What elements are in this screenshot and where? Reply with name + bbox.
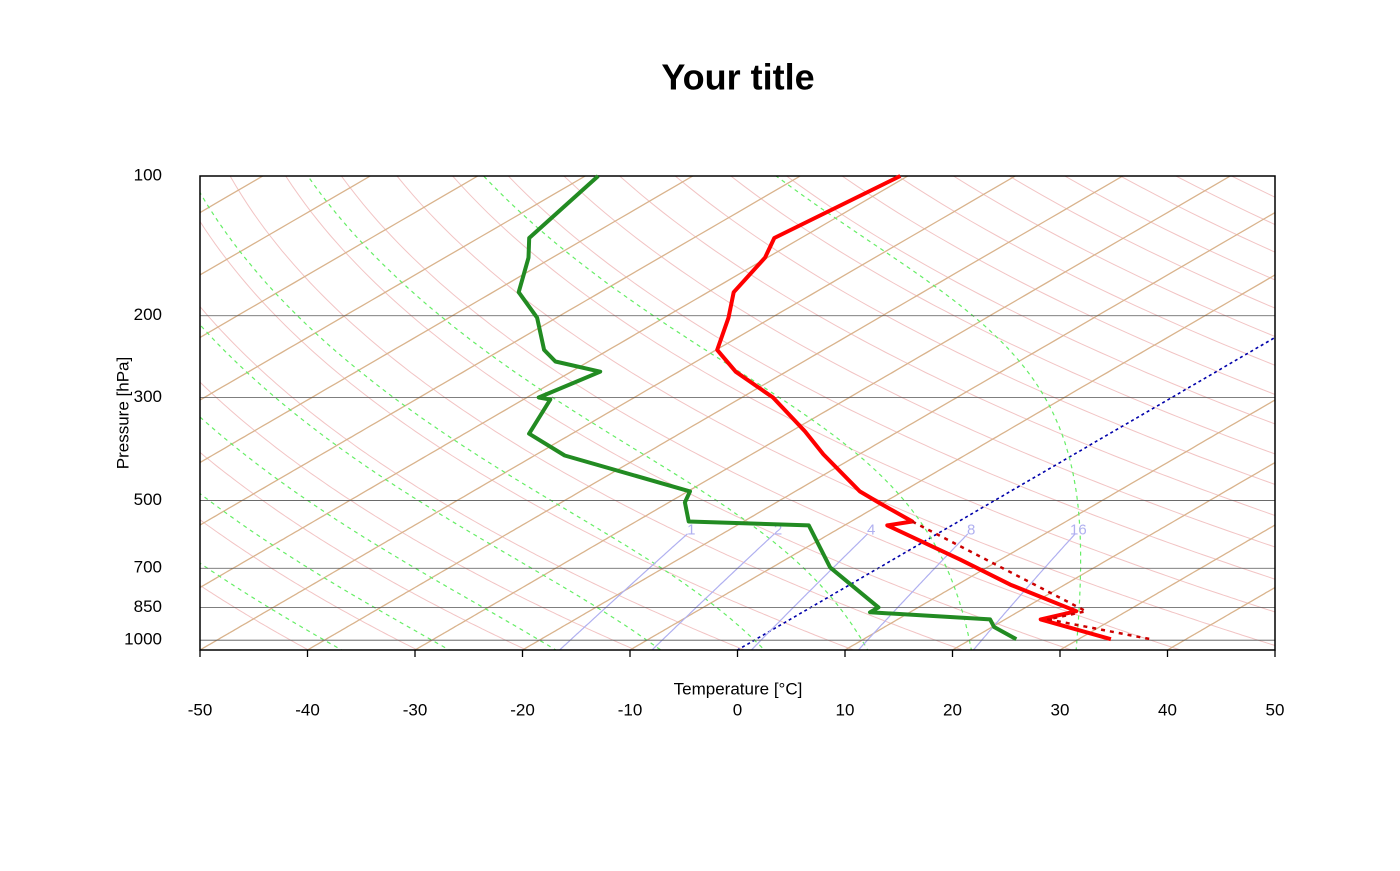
- mixing-ratio-label: 4: [867, 521, 875, 538]
- x-tick-label: -20: [510, 700, 535, 719]
- y-tick-label: 100: [134, 165, 162, 184]
- dry-adiabat: [165, 155, 879, 660]
- isotherm: [0, 155, 407, 660]
- isotherm: [506, 155, 1374, 660]
- dry-adiabat: [813, 155, 1400, 660]
- y-tick-label: 850: [134, 597, 162, 616]
- isotherm: [291, 155, 1159, 660]
- isotherm: [829, 155, 1400, 660]
- x-tick-label: -50: [188, 700, 213, 719]
- isotherm: [0, 155, 514, 660]
- background-lines: [0, 155, 1400, 660]
- y-tick-label: 200: [134, 305, 162, 324]
- x-tick-label: 30: [1051, 700, 1070, 719]
- zero-isotherm: [721, 155, 1400, 660]
- y-tick-label: 1000: [124, 630, 162, 649]
- x-axis-label: Temperature [°C]: [674, 679, 803, 698]
- dry-adiabat: [543, 155, 1400, 660]
- dry-adiabat: [0, 155, 436, 660]
- dry-adiabat: [111, 155, 768, 660]
- x-tick-label: -10: [618, 700, 643, 719]
- mixing-ratio-label: 8: [967, 521, 975, 538]
- dry-adiabat: [1299, 155, 1400, 660]
- dry-adiabat: [1029, 155, 1400, 660]
- dry-adiabat: [975, 155, 1400, 660]
- chart-title: Your title: [661, 57, 814, 98]
- isotherm: [76, 155, 944, 660]
- dry-adiabat: [867, 155, 1400, 660]
- y-axis-label: Pressure [hPa]: [113, 357, 132, 469]
- parcel-line: [912, 522, 1150, 640]
- x-tick-label: 20: [943, 700, 962, 719]
- moist-adiabat: [28, 155, 571, 660]
- isotherm: [0, 155, 729, 660]
- dry-adiabat: [3, 155, 547, 660]
- isotherm: [0, 155, 192, 660]
- dry-adiabat: [651, 155, 1400, 660]
- moist-adiabat: [180, 155, 773, 660]
- mixing-ratio-label: 1: [687, 521, 695, 538]
- dry-adiabat: [759, 155, 1400, 660]
- x-tick-label: -30: [403, 700, 428, 719]
- dry-adiabat: [0, 155, 105, 660]
- dry-adiabat: [1191, 155, 1400, 660]
- dry-adiabat: [1137, 155, 1400, 660]
- dry-adiabat: [597, 155, 1400, 660]
- plot-frame: [200, 176, 1275, 650]
- isotherm: [0, 155, 299, 660]
- y-tick-label: 500: [134, 490, 162, 509]
- isotherm: [0, 155, 84, 660]
- isotherm: [1259, 155, 1400, 660]
- dry-adiabat: [1353, 155, 1400, 660]
- y-tick-label: 700: [134, 558, 162, 577]
- x-tick-label: -40: [295, 700, 320, 719]
- dry-adiabat: [1083, 155, 1400, 660]
- dry-adiabat: [1245, 155, 1400, 660]
- dry-adiabat: [0, 155, 215, 660]
- dry-adiabat: [435, 155, 1400, 660]
- y-tick-label: 300: [134, 387, 162, 406]
- x-tick-label: 10: [836, 700, 855, 719]
- isotherm: [399, 155, 1267, 660]
- isotherm: [1044, 155, 1400, 660]
- moist-adiabat: [464, 155, 973, 660]
- x-tick-label: 50: [1266, 700, 1285, 719]
- dry-adiabat: [705, 155, 1400, 660]
- x-tick-label: 0: [733, 700, 742, 719]
- mixing-ratio-label: 16: [1070, 521, 1087, 538]
- x-tick-label: 40: [1158, 700, 1177, 719]
